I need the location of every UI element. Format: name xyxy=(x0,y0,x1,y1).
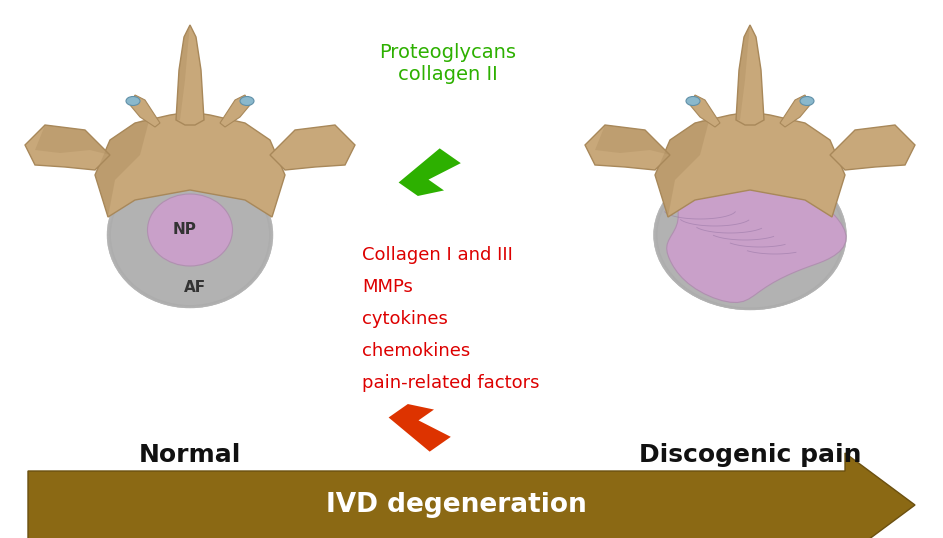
Ellipse shape xyxy=(686,96,700,105)
Polygon shape xyxy=(780,95,810,127)
Ellipse shape xyxy=(107,162,273,308)
Ellipse shape xyxy=(653,160,847,310)
Ellipse shape xyxy=(656,161,844,308)
Polygon shape xyxy=(376,395,455,454)
Text: Collagen I and III: Collagen I and III xyxy=(362,246,513,264)
Polygon shape xyxy=(35,125,110,155)
Polygon shape xyxy=(376,395,455,454)
Polygon shape xyxy=(25,125,110,170)
Polygon shape xyxy=(387,146,464,204)
Ellipse shape xyxy=(109,164,271,306)
Ellipse shape xyxy=(656,162,843,308)
Polygon shape xyxy=(220,95,250,127)
Ellipse shape xyxy=(654,160,846,309)
Polygon shape xyxy=(595,125,670,155)
Text: AF: AF xyxy=(184,280,207,294)
Polygon shape xyxy=(655,112,845,217)
Text: IVD degeneration: IVD degeneration xyxy=(326,492,587,518)
Text: chemokines: chemokines xyxy=(362,342,471,360)
Text: Normal: Normal xyxy=(139,443,241,467)
Text: pain-related factors: pain-related factors xyxy=(362,374,539,392)
Ellipse shape xyxy=(108,163,272,307)
Ellipse shape xyxy=(656,162,844,308)
Polygon shape xyxy=(736,25,764,125)
Ellipse shape xyxy=(108,162,273,308)
Ellipse shape xyxy=(109,164,271,307)
Ellipse shape xyxy=(126,96,140,105)
Polygon shape xyxy=(585,125,670,170)
Text: cytokines: cytokines xyxy=(362,310,448,328)
Polygon shape xyxy=(176,25,190,120)
Ellipse shape xyxy=(110,165,270,305)
Polygon shape xyxy=(667,166,846,302)
Text: Proteoglycans: Proteoglycans xyxy=(379,43,517,61)
Text: NP: NP xyxy=(174,223,197,237)
Polygon shape xyxy=(95,117,150,217)
Text: MMPs: MMPs xyxy=(362,278,413,296)
Ellipse shape xyxy=(657,162,843,308)
Ellipse shape xyxy=(147,194,233,266)
Polygon shape xyxy=(690,95,720,127)
Polygon shape xyxy=(655,117,710,217)
Ellipse shape xyxy=(800,96,814,105)
Polygon shape xyxy=(736,25,750,120)
Ellipse shape xyxy=(108,162,273,307)
Ellipse shape xyxy=(654,161,845,309)
Polygon shape xyxy=(95,112,285,217)
Ellipse shape xyxy=(109,164,271,306)
Ellipse shape xyxy=(240,96,254,105)
Polygon shape xyxy=(130,95,160,127)
Ellipse shape xyxy=(655,161,845,309)
Polygon shape xyxy=(28,453,915,538)
Polygon shape xyxy=(387,146,464,204)
Ellipse shape xyxy=(110,165,270,306)
Polygon shape xyxy=(830,125,915,170)
Ellipse shape xyxy=(108,163,272,307)
Ellipse shape xyxy=(653,160,846,310)
Text: Discogenic pain: Discogenic pain xyxy=(638,443,861,467)
Polygon shape xyxy=(270,125,355,170)
Ellipse shape xyxy=(655,161,845,309)
Polygon shape xyxy=(176,25,204,125)
Text: collagen II: collagen II xyxy=(398,66,498,84)
